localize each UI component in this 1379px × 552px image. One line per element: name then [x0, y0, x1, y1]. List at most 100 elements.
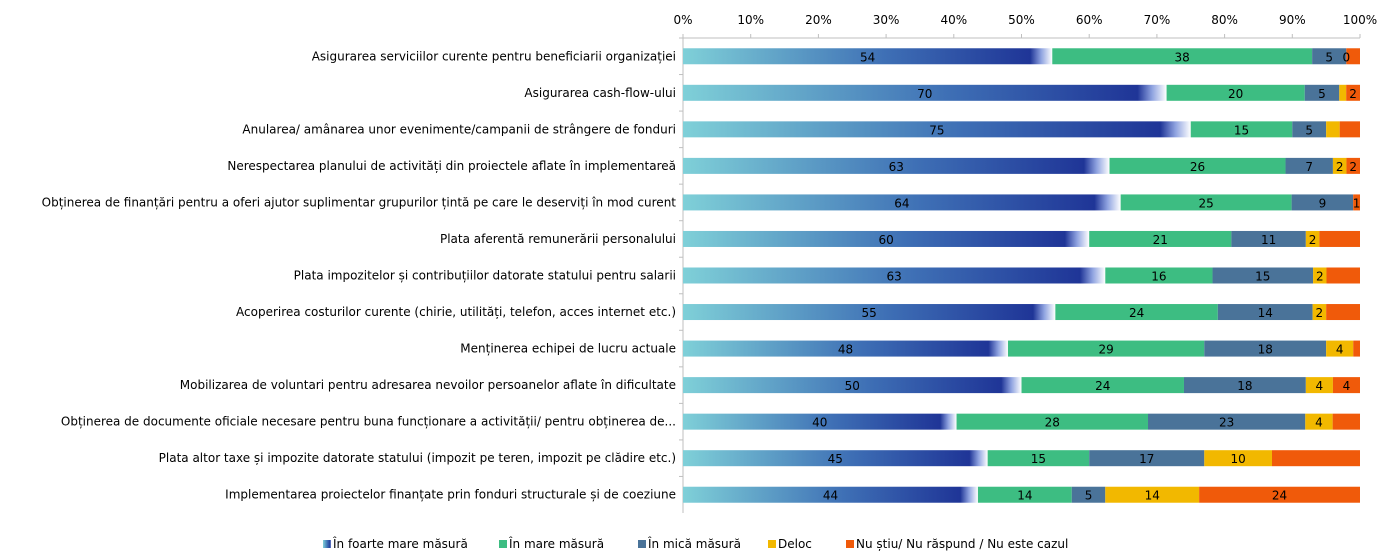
x-tick-label: 0%	[673, 13, 692, 27]
bar-data-label: 26	[1190, 160, 1205, 174]
bar-segment	[1212, 267, 1314, 284]
bar-data-label: 48	[838, 343, 853, 357]
bar-data-label: 60	[878, 233, 893, 247]
category-label: Plata aferentă remunerării personalului	[440, 232, 676, 246]
bar-segment	[1305, 413, 1333, 430]
category-label: Asigurarea cash-flow-ului	[524, 86, 676, 100]
x-tick-label: 100%	[1343, 13, 1377, 27]
labels-layer: Asigurarea serviciilor curente pentru be…	[42, 49, 1361, 502]
bar-data-label: 17	[1139, 452, 1154, 466]
legend-label: În mică măsură	[647, 536, 741, 551]
bar-segment	[1007, 340, 1205, 357]
bar-segment	[683, 413, 957, 430]
bar-segment	[1353, 194, 1360, 211]
bar-data-label: 23	[1219, 416, 1234, 430]
bar-segment	[683, 377, 1022, 394]
legend-label: În foarte mare măsură	[332, 536, 468, 551]
bar-data-label: 4	[1315, 416, 1323, 430]
axis-layer: 0% 10% 20% 30% 40% 50% 60% 70% 80% 90% 100%	[673, 13, 1377, 513]
legend-swatch	[846, 540, 854, 548]
bar-segment	[1089, 230, 1232, 247]
bar-data-label: 50	[845, 379, 860, 393]
bar-segment	[1199, 486, 1360, 503]
bar-segment	[1326, 121, 1340, 138]
bar-segment	[1339, 84, 1347, 101]
bar-data-label: 2	[1349, 160, 1357, 174]
bar-segment	[1346, 84, 1360, 101]
bar-segment	[1332, 413, 1360, 430]
legend-label: În mare măsură	[508, 536, 604, 551]
bar-segment	[1292, 121, 1327, 138]
x-tick-label: 80%	[1211, 13, 1238, 27]
bar-segment	[1326, 340, 1354, 357]
category-label: Asigurarea serviciilor curente pentru be…	[312, 49, 676, 63]
category-label: Mobilizarea de voluntari pentru adresare…	[180, 378, 676, 392]
category-label: Anularea/ amânarea unor evenimente/campa…	[242, 122, 676, 136]
x-tick-label: 50%	[1008, 13, 1035, 27]
bar-data-label: 38	[1175, 50, 1190, 64]
bar-data-label: 24	[1272, 489, 1287, 503]
legend-label: Deloc	[778, 537, 812, 551]
bar-data-label: 29	[1098, 343, 1113, 357]
bar-data-label: 0	[1343, 50, 1351, 64]
bar-data-label: 15	[1255, 270, 1270, 284]
legend-swatch	[323, 540, 331, 548]
bar-segment	[683, 486, 978, 503]
bar-data-label: 4	[1336, 343, 1344, 357]
bar-data-label: 10	[1230, 452, 1245, 466]
bar-segment	[1183, 377, 1306, 394]
bar-segment	[1305, 377, 1333, 394]
x-tick-label: 60%	[1076, 13, 1103, 27]
x-tick-label: 70%	[1144, 13, 1171, 27]
bar-data-label: 64	[894, 196, 909, 210]
bar-data-label: 20	[1228, 87, 1243, 101]
legend: În foarte mare măsură În mare măsură În mi…	[323, 536, 1068, 551]
bar-segment	[977, 486, 1072, 503]
bar-segment	[1353, 340, 1360, 357]
bar-data-label: 14	[1017, 489, 1032, 503]
bar-segment	[956, 413, 1149, 430]
bar-data-label: 44	[823, 489, 838, 503]
bar-segment	[1148, 413, 1306, 430]
bar-segment	[683, 450, 988, 467]
category-label: Obținerea de finanțări pentru a oferi aj…	[42, 195, 677, 209]
bar-segment	[1271, 450, 1360, 467]
bar-segment	[683, 84, 1167, 101]
category-label: Implementarea proiectelor finanțate prin…	[225, 488, 676, 502]
bar-segment	[1071, 486, 1106, 503]
bar-data-label: 18	[1237, 379, 1252, 393]
bar-data-label: 24	[1095, 379, 1110, 393]
category-label: Obținerea de documente oficiale necesare…	[61, 415, 676, 429]
bar-data-label: 14	[1258, 306, 1273, 320]
bar-segment	[683, 194, 1121, 211]
bar-segment	[1231, 230, 1306, 247]
bar-data-label: 75	[929, 123, 944, 137]
bar-segment	[1326, 304, 1360, 321]
bar-segment	[1313, 267, 1327, 284]
bar-segment	[683, 267, 1106, 284]
bar-data-label: 21	[1153, 233, 1168, 247]
bar-segment	[1166, 84, 1305, 101]
bar-segment	[1089, 450, 1205, 467]
bar-segment	[1217, 304, 1313, 321]
bar-data-label: 70	[917, 87, 932, 101]
bar-data-label: 25	[1198, 196, 1213, 210]
bar-data-label: 55	[862, 306, 877, 320]
bar-data-label: 14	[1145, 489, 1160, 503]
bar-segment	[1120, 194, 1292, 211]
category-label: Plata altor taxe și impozite datorate st…	[159, 451, 676, 465]
bar-segment	[1326, 267, 1360, 284]
bar-segment	[683, 230, 1090, 247]
bar-data-label: 15	[1031, 452, 1046, 466]
bar-segment	[1291, 194, 1354, 211]
bar-data-label: 2	[1336, 160, 1344, 174]
bar-segment	[1305, 230, 1320, 247]
bar-segment	[1204, 340, 1327, 357]
bar-data-label: 5	[1085, 489, 1093, 503]
bar-data-label: 24	[1129, 306, 1144, 320]
bar-segment	[683, 48, 1053, 65]
bar-segment	[1052, 48, 1313, 65]
category-label: Menținerea echipei de lucru actuale	[460, 342, 676, 356]
bar-data-label: 5	[1318, 87, 1326, 101]
bar-data-label: 54	[860, 50, 875, 64]
